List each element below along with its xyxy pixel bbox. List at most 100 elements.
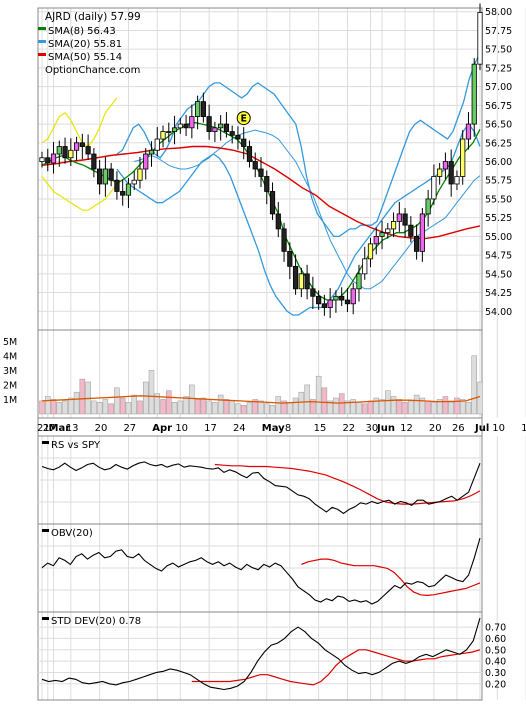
price-tick-label: 56.00 bbox=[485, 157, 512, 168]
volume-bar bbox=[125, 402, 132, 415]
volume-bar bbox=[269, 405, 276, 415]
x-tick-label: 17 bbox=[521, 423, 526, 434]
candle-body bbox=[298, 273, 304, 290]
candle-body bbox=[385, 228, 391, 234]
volume-bar bbox=[200, 397, 207, 415]
x-tick-label: 30 bbox=[366, 423, 379, 434]
volume-bar bbox=[119, 397, 126, 415]
indicator-tick-label: 0.20 bbox=[485, 679, 506, 690]
legend-label: SMA(50) 55.14 bbox=[48, 52, 122, 63]
legend-label: SMA(8) 56.43 bbox=[48, 26, 116, 37]
volume-bar bbox=[154, 393, 161, 415]
bollinger-upper-line bbox=[116, 52, 481, 238]
price-tick-label: 55.50 bbox=[485, 194, 512, 205]
x-tick-label: May bbox=[262, 423, 285, 434]
candle-body bbox=[229, 131, 235, 136]
candle-body bbox=[131, 179, 137, 185]
indicator-line bbox=[41, 537, 481, 605]
volume-tick-label: 5M bbox=[3, 337, 17, 348]
price-tick-label: 55.00 bbox=[485, 232, 512, 243]
volume-bar bbox=[62, 400, 68, 415]
volume-bar bbox=[408, 400, 414, 415]
candle-body bbox=[390, 221, 397, 230]
volume-bar bbox=[448, 400, 454, 415]
volume-bar bbox=[442, 396, 449, 415]
volume-ma-line bbox=[41, 395, 481, 404]
price-tick-label: 56.50 bbox=[485, 120, 512, 131]
indicator-1 bbox=[41, 537, 481, 605]
x-tick-label: 12 bbox=[400, 423, 413, 434]
price-tick-label: 54.00 bbox=[485, 307, 512, 318]
candle-body bbox=[264, 176, 270, 192]
volume-bar bbox=[471, 355, 477, 415]
x-tick-label: 26 bbox=[452, 423, 465, 434]
volume-bar bbox=[206, 400, 212, 415]
price-tick-label: 57.75 bbox=[485, 26, 512, 37]
candle-body bbox=[154, 138, 160, 151]
volume-tick-label: 3M bbox=[3, 366, 17, 377]
candle-body bbox=[50, 153, 57, 164]
volume-tick-label: 2M bbox=[3, 380, 17, 391]
candle-body bbox=[183, 123, 189, 129]
candle-body bbox=[431, 176, 437, 200]
x-tick-label: Mar bbox=[49, 423, 71, 434]
x-tick-label: 8 bbox=[285, 423, 291, 434]
indicator-line bbox=[41, 461, 481, 515]
volume-bar bbox=[350, 399, 356, 415]
chart-title: AJRD (daily) 57.99 bbox=[45, 11, 141, 23]
candle-body bbox=[252, 161, 258, 170]
candle-body bbox=[39, 157, 45, 162]
x-tick-label: 27 bbox=[43, 423, 56, 434]
candle-body bbox=[143, 153, 149, 170]
gridlines bbox=[37, 7, 526, 701]
x-tick-label: 22 bbox=[342, 423, 355, 434]
volume-bar bbox=[189, 384, 195, 415]
indicator-tick-label: 0.50 bbox=[485, 645, 506, 656]
candle-body bbox=[206, 116, 212, 132]
bollinger-lower-line bbox=[116, 123, 481, 316]
candle-body bbox=[177, 123, 183, 129]
volume-tick-label: 1M bbox=[3, 395, 17, 406]
volume-bar bbox=[148, 370, 155, 415]
candle-body bbox=[114, 179, 120, 192]
candle-body bbox=[258, 168, 264, 177]
candle-body bbox=[246, 146, 253, 162]
volume-bar bbox=[258, 400, 264, 415]
candle-body bbox=[137, 168, 143, 181]
indicator-title: STD DEV(20) 0.78 bbox=[51, 616, 141, 627]
candle-body bbox=[327, 299, 333, 308]
volume-bar bbox=[102, 399, 109, 415]
candle-body bbox=[287, 250, 293, 267]
candle-body bbox=[108, 168, 114, 181]
candle-body bbox=[97, 168, 103, 185]
volume-bar bbox=[96, 402, 103, 415]
candle-body bbox=[408, 224, 414, 237]
bollinger-upper-early bbox=[41, 97, 118, 148]
volume-bar bbox=[108, 403, 114, 415]
legend-label: SMA(20) 55.81 bbox=[48, 39, 122, 50]
volume-bar bbox=[379, 399, 385, 415]
volume-bar bbox=[465, 402, 472, 415]
price-panel bbox=[39, 3, 483, 319]
volume-bar bbox=[425, 400, 431, 415]
candle-body bbox=[160, 131, 166, 140]
candle-body bbox=[448, 161, 454, 185]
volume-bar bbox=[91, 400, 97, 415]
price-tick-label: 57.00 bbox=[485, 82, 512, 93]
legend-swatch bbox=[38, 53, 46, 56]
candle-body bbox=[460, 138, 466, 177]
volume-bar bbox=[361, 403, 368, 415]
candle-body bbox=[471, 63, 477, 125]
volume-bar bbox=[79, 378, 86, 415]
volume-bar bbox=[137, 400, 143, 415]
candle-body bbox=[195, 101, 201, 117]
price-tick-label: 58.00 bbox=[485, 7, 512, 18]
candle-body bbox=[396, 213, 402, 222]
candle-body bbox=[241, 138, 247, 147]
volume-bar bbox=[287, 402, 293, 415]
volume-bar bbox=[264, 403, 270, 415]
volume-bar bbox=[252, 399, 258, 415]
candle-body bbox=[62, 146, 68, 159]
x-tick-label: Jul bbox=[474, 423, 489, 434]
candle-body bbox=[344, 299, 351, 305]
